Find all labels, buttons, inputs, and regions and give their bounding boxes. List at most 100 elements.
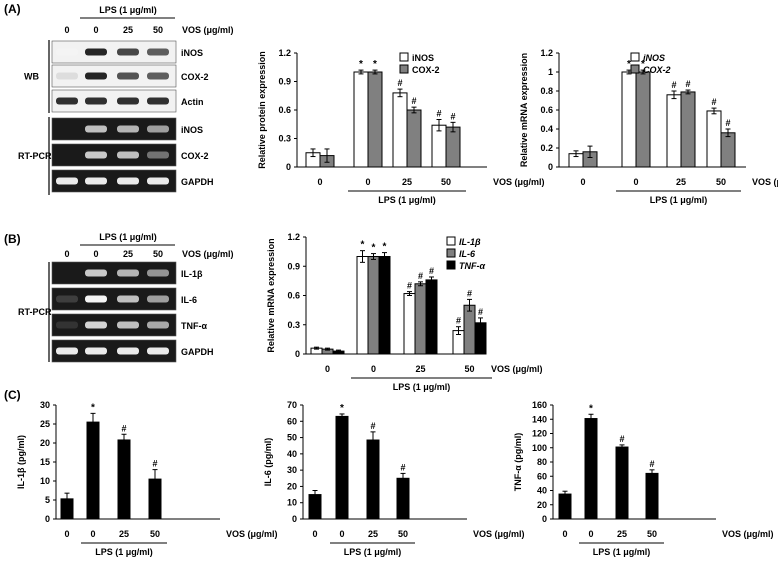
y-tick-label: 0.9 xyxy=(287,261,300,271)
blot-row-label: GAPDH xyxy=(181,347,214,357)
panel-label: (A) xyxy=(4,2,21,16)
significance-mark: * xyxy=(359,59,363,70)
bar xyxy=(117,439,131,520)
y-tick-label: 60 xyxy=(287,416,297,426)
legend-label: iNOS xyxy=(412,53,434,63)
bar xyxy=(666,94,682,168)
y-tick-label: 160 xyxy=(532,400,547,410)
bar xyxy=(720,132,736,168)
y-tick-label: 30 xyxy=(287,465,297,475)
significance-mark: * xyxy=(372,243,376,254)
y-tick-label: 1 xyxy=(548,67,553,77)
x-tick-label: 0 xyxy=(325,364,330,374)
x-axis-label: VOS (μg/ml) xyxy=(473,529,525,539)
bar xyxy=(396,477,410,520)
dose-label: 50 xyxy=(153,25,163,35)
y-tick-label: 0 xyxy=(542,514,547,524)
significance-mark: # xyxy=(370,421,375,431)
bar xyxy=(392,92,408,168)
blot-row-label: iNOS xyxy=(181,48,203,58)
bar xyxy=(356,256,369,355)
y-tick-label: 0.2 xyxy=(540,143,553,153)
section-label: WB xyxy=(24,72,39,82)
blot-band xyxy=(147,97,169,105)
x-axis-label: VOS (μg/ml) xyxy=(493,177,545,187)
significance-mark: # xyxy=(121,423,126,433)
bar xyxy=(425,279,438,355)
y-tick-label: 0.6 xyxy=(540,105,553,115)
chart-B-mrna: 0 0.3 0.6 0.9 1.2 Relative mRNA expression 0 * *… xyxy=(266,232,543,392)
legend-swatch xyxy=(399,64,409,74)
blot-row-label: IL-1β xyxy=(181,269,203,279)
x-tick-label: 0 xyxy=(339,529,344,539)
legend-swatch xyxy=(630,64,640,74)
y-tick-label: 10 xyxy=(40,476,50,486)
y-tick-label: 60 xyxy=(537,471,547,481)
legend-swatch xyxy=(446,260,456,270)
blot-band xyxy=(117,151,139,159)
y-tick-label: 120 xyxy=(532,429,547,439)
blot-row-label: TNF-α xyxy=(181,321,207,331)
bar xyxy=(584,418,598,520)
blot-row-label: COX-2 xyxy=(181,151,209,161)
y-axis-label: TNF-α (pg/ml) xyxy=(513,433,523,492)
bar xyxy=(706,110,722,168)
legend-label: TNF-α xyxy=(459,261,485,271)
x-tick-label: 50 xyxy=(441,177,451,187)
lps-label: LPS (1 μg/ml) xyxy=(99,5,157,15)
legend-label: COX-2 xyxy=(412,65,440,75)
x-tick-label: 50 xyxy=(647,529,657,539)
blot-band xyxy=(147,177,169,185)
dose-label: 25 xyxy=(123,25,133,35)
legend-swatch xyxy=(630,52,640,62)
blot-panel-A: LPS (1 μg/ml)0 0 25 50 VOS (μg/ml)iNOSCOX-2A… xyxy=(18,5,234,195)
blot-row-label: IL-6 xyxy=(181,295,197,305)
significance-mark: # xyxy=(397,78,402,88)
x-tick-label: 0 xyxy=(580,177,585,187)
x-tick-label: 25 xyxy=(617,529,627,539)
blot-band xyxy=(117,295,139,303)
blot-band xyxy=(56,177,78,185)
x-tick-label: 0 xyxy=(588,529,593,539)
bar xyxy=(431,124,447,168)
y-tick-label: 0 xyxy=(548,162,553,172)
blot-band xyxy=(147,125,169,133)
group-label: LPS (1 μg/ml) xyxy=(393,382,451,392)
y-axis-label: Relative mRNA expression xyxy=(266,238,276,352)
y-tick-label: 25 xyxy=(40,419,50,429)
y-tick-label: 80 xyxy=(537,457,547,467)
significance-mark: # xyxy=(152,459,157,469)
blot-band xyxy=(85,321,107,329)
panel-label: (B) xyxy=(4,232,21,246)
significance-mark: # xyxy=(450,111,455,121)
bar xyxy=(86,421,100,520)
blot-band xyxy=(85,269,107,277)
blot-row-label: COX-2 xyxy=(181,72,209,82)
panel-label: (C) xyxy=(4,388,21,402)
significance-mark: * xyxy=(383,242,387,253)
blot-band xyxy=(85,72,107,80)
y-tick-label: 0 xyxy=(292,514,297,524)
lps-label: LPS (1 μg/ml) xyxy=(99,232,157,242)
significance-mark: # xyxy=(649,459,654,469)
blot-band xyxy=(147,269,169,277)
x-tick-label: 0 xyxy=(633,177,638,187)
x-tick-label: 0 xyxy=(317,177,322,187)
legend-swatch xyxy=(446,236,456,246)
blot-strip xyxy=(51,64,177,88)
blot-strip xyxy=(51,169,177,193)
blot-band xyxy=(56,321,78,329)
blot-band xyxy=(56,72,78,80)
blot-strip xyxy=(51,143,177,167)
legend-label: IL-6 xyxy=(459,249,476,259)
x-tick-label: 50 xyxy=(150,529,160,539)
y-tick-label: 40 xyxy=(287,449,297,459)
x-axis-label: VOS (μg/ml) xyxy=(722,529,774,539)
vos-label: VOS (μg/ml) xyxy=(182,25,234,35)
x-tick-label: 0 xyxy=(312,529,317,539)
significance-mark: # xyxy=(478,307,483,317)
y-tick-label: 15 xyxy=(40,457,50,467)
group-label: LPS (1 μg/ml) xyxy=(378,195,436,205)
chart-C-il1b: 0 5 10 15 20 25 30 IL-1β (pg/ml) 0 * 0 #25 #50 VOS (μ… xyxy=(16,400,278,557)
